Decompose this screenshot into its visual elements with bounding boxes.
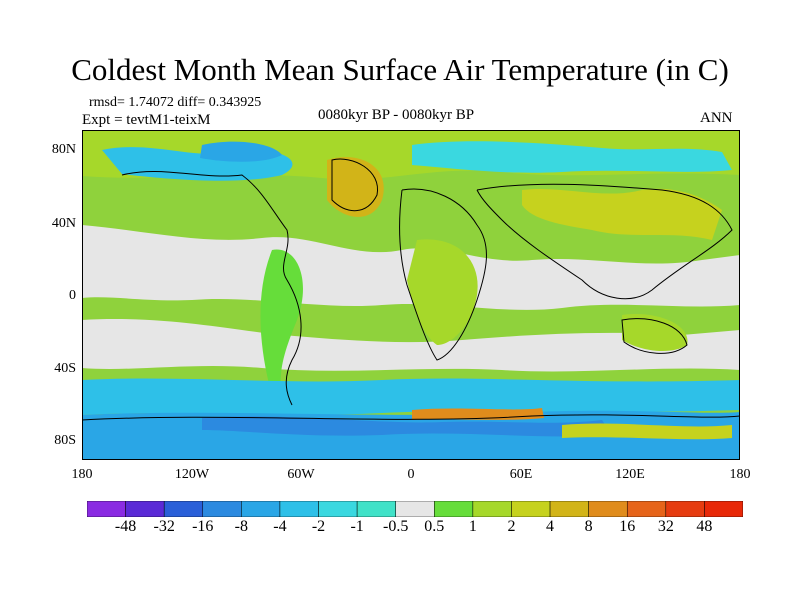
colorbar-tick-label: -0.5 — [383, 518, 409, 535]
colorbar-swatch — [87, 501, 126, 517]
lon-label-180w: 180 — [71, 467, 93, 482]
colorbar-tick-label: -32 — [153, 518, 175, 535]
africa-region — [407, 239, 478, 345]
colorbar-swatch — [202, 501, 242, 517]
colorbar-tick-label: 16 — [619, 518, 636, 535]
southern-ocean-band — [82, 378, 740, 415]
colorbar-tick-label: 1 — [468, 518, 477, 535]
colorbar-swatch — [511, 501, 551, 517]
canada-cold-patch — [200, 141, 282, 162]
antarctic-cold-core — [202, 416, 612, 437]
lat-label-0: 0 — [69, 288, 76, 303]
temperature-map — [82, 130, 740, 460]
ross-sea-warm-streak — [562, 423, 732, 440]
lon-label-120e: 120E — [615, 467, 645, 482]
southern-neutral-band — [82, 318, 740, 372]
lon-label-60w: 60W — [287, 467, 315, 482]
period-label: 0080kyr BP - 0080kyr BP — [318, 107, 475, 123]
colorbar-tick-label: 2 — [507, 518, 516, 535]
colorbar-tick-label: -48 — [114, 518, 137, 535]
colorbar-tick-label: -8 — [234, 518, 248, 535]
asia-warm-patch — [522, 188, 722, 240]
colorbar-swatch — [588, 501, 628, 517]
australia-region — [622, 314, 688, 352]
colorbar-swatch — [279, 501, 319, 517]
colorbar — [87, 501, 743, 517]
colorbar-swatch — [163, 501, 204, 517]
colorbar-tick-label: 48 — [696, 518, 713, 535]
season-label: ANN — [700, 110, 733, 126]
colorbar-tick-label: -16 — [192, 518, 214, 535]
colorbar-tick-label: -1 — [350, 518, 364, 535]
lat-label-80n: 80N — [51, 142, 76, 157]
south-america-region — [260, 249, 303, 395]
lon-label-0: 0 — [407, 467, 415, 482]
colorbar-swatch — [665, 501, 705, 517]
colorbar-swatch — [356, 501, 396, 517]
colorbar-tick-label: 0.5 — [424, 518, 445, 535]
greenland-warm-patch — [327, 156, 384, 217]
colorbar-tick-label: 8 — [584, 518, 593, 535]
siberia-cold-patch — [412, 141, 732, 173]
lon-label-60e: 60E — [509, 467, 533, 482]
lat-label-40s: 40S — [54, 361, 76, 376]
colorbar-swatch — [549, 501, 589, 517]
lon-label-180e: 180 — [729, 467, 751, 482]
colorbar-swatch — [704, 501, 743, 517]
colorbar-swatch — [395, 501, 435, 517]
experiment-label: Expt = tevtM1-teixM — [82, 112, 211, 128]
map-title: Coldest Month Mean Surface Air Temperatu… — [71, 52, 729, 87]
colorbar-swatch — [125, 501, 165, 517]
lon-label-120w: 120W — [174, 467, 210, 482]
colorbar-tick-label: 4 — [546, 518, 555, 535]
colorbar-swatch — [241, 501, 281, 517]
stats-text: rmsd= 1.74072 diff= 0.343925 — [89, 95, 262, 110]
colorbar-tick-label: -2 — [311, 518, 326, 535]
colorbar-tick-label: -4 — [273, 518, 287, 535]
colorbar-swatch — [318, 501, 358, 517]
lat-label-40n: 40N — [51, 216, 76, 231]
lat-label-80s: 80S — [54, 433, 76, 448]
coastlines — [82, 158, 740, 421]
colorbar-swatch — [626, 501, 667, 517]
colorbar-swatch — [434, 501, 474, 517]
colorbar-swatch — [472, 501, 512, 517]
colorbar-tick-label: 32 — [657, 518, 674, 535]
map-frame — [82, 130, 740, 460]
